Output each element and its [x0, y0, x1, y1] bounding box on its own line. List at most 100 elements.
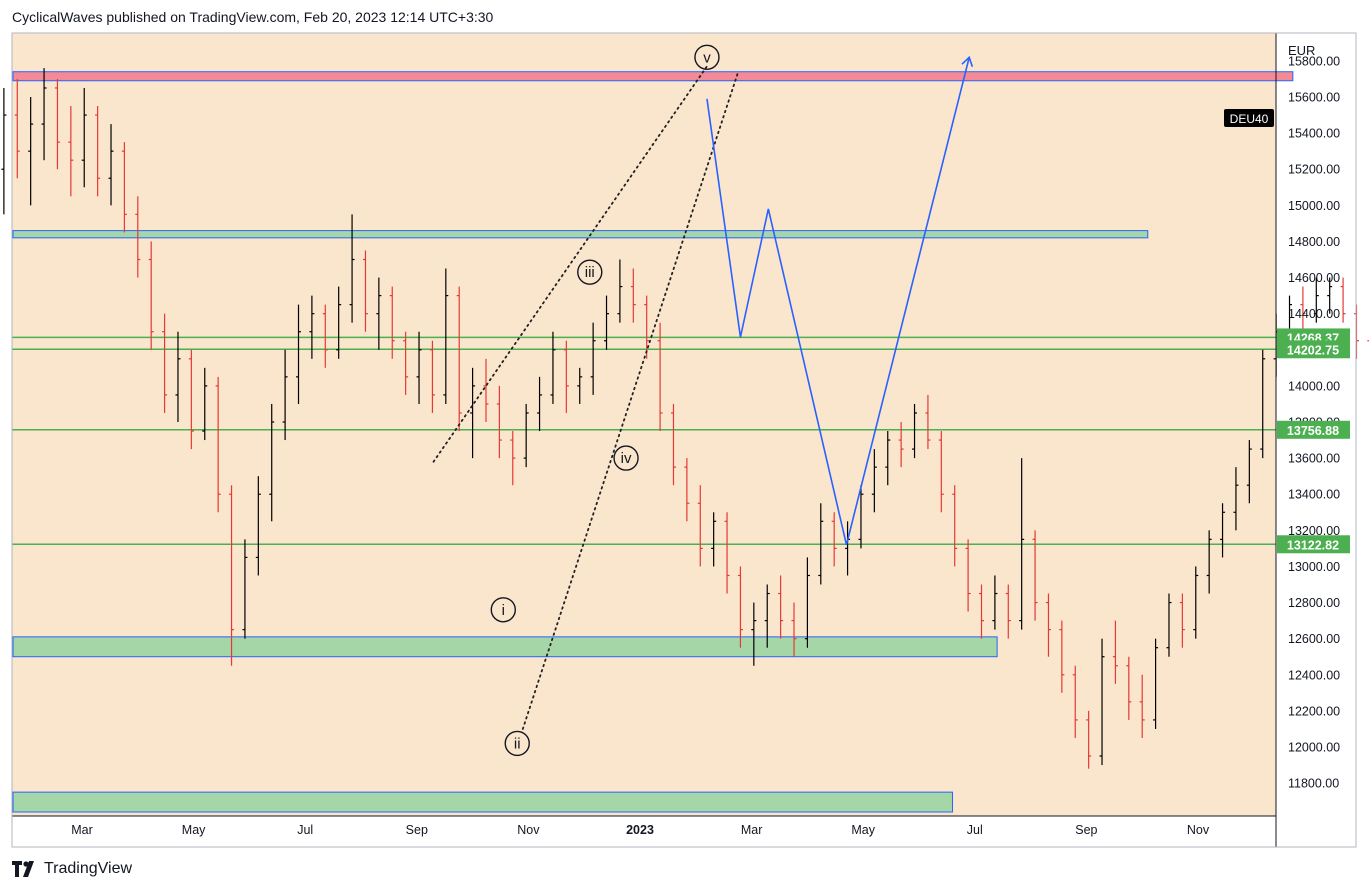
time-axis: Mar May Jul Sep Nov 2023 Mar May Jul Sep Nov: [71, 823, 1210, 837]
candle: [885, 431, 891, 486]
currency-label: EUR: [1288, 43, 1315, 58]
frame: [11, 32, 1357, 848]
candle: [68, 106, 74, 197]
time-tick-label: Mar: [71, 823, 93, 837]
symbol-badge[interactable]: DEU40: [1224, 109, 1274, 127]
time-tick-label: Sep: [1075, 823, 1097, 837]
price-tick-label: 15800.00: [1288, 54, 1340, 68]
price-level-badge-text: 13122.82: [1287, 538, 1339, 552]
price-level-badge-bg: [1277, 535, 1350, 554]
support-zone[interactable]: [12, 230, 1149, 239]
candle: [912, 403, 918, 459]
wave-label-v[interactable]: v: [694, 44, 720, 70]
candle: [1246, 440, 1252, 504]
wave-label-text: iii: [585, 264, 595, 281]
wave-label-ii[interactable]: ii: [504, 730, 530, 757]
candle: [978, 584, 984, 639]
candle: [54, 78, 60, 170]
candle: [751, 602, 757, 666]
candle: [1260, 349, 1266, 459]
candle: [1327, 277, 1333, 314]
candle: [1059, 620, 1065, 693]
wave-label-iv[interactable]: iv: [613, 445, 639, 471]
candle: [376, 277, 382, 350]
channel-line[interactable]: [521, 72, 739, 730]
candle: [818, 503, 824, 585]
candle: [697, 485, 703, 567]
candle: [617, 259, 623, 323]
price-tick-label: 15600.00: [1288, 91, 1340, 105]
candle: [443, 268, 449, 404]
candle: [296, 304, 302, 404]
price-tick-label: 12200.00: [1288, 704, 1340, 718]
time-tick-label: May: [182, 823, 206, 837]
price-tick-label: 13000.00: [1288, 560, 1340, 574]
candle: [1313, 277, 1319, 323]
candle: [778, 575, 784, 639]
candle: [1, 87, 7, 215]
candle: [711, 512, 717, 567]
price-tick-label: 12600.00: [1288, 632, 1340, 646]
price-tick-label: 14400.00: [1288, 307, 1340, 321]
candle: [510, 431, 516, 486]
candle: [550, 331, 556, 404]
candle: [403, 331, 409, 395]
candle: [577, 367, 583, 404]
time-tick-label: Nov: [1187, 823, 1210, 837]
candle: [162, 313, 168, 413]
time-tick-label: Mar: [741, 823, 763, 837]
candle: [1072, 665, 1078, 738]
candle: [804, 557, 810, 648]
candle: [135, 196, 141, 278]
candle: [349, 214, 355, 323]
wave-label-text: iv: [621, 450, 632, 467]
candle: [952, 485, 958, 567]
candle: [188, 349, 194, 450]
time-tick-label: May: [851, 823, 875, 837]
wave-label-text: v: [703, 49, 711, 66]
candle: [1005, 584, 1011, 639]
projection-line[interactable]: [706, 57, 970, 545]
candle: [81, 87, 87, 188]
price-level-badge[interactable]: 13122.82: [1277, 535, 1350, 554]
resistance-zone[interactable]: [12, 71, 1294, 82]
candle: [563, 340, 569, 413]
candle: [1166, 593, 1172, 657]
candle: [992, 575, 998, 630]
candle: [670, 403, 676, 486]
candle: [1099, 638, 1105, 766]
price-level-badge-bg: [1277, 420, 1350, 439]
wave-label-circle: [490, 597, 516, 623]
wave-label-circle: [577, 259, 603, 285]
wave-label-i[interactable]: i: [490, 597, 516, 623]
price-tick-label: 11800.00: [1288, 777, 1339, 791]
price-tick-label: 13200.00: [1288, 524, 1340, 538]
candle: [362, 250, 368, 332]
support-zone[interactable]: [12, 636, 998, 658]
candle: [523, 403, 529, 468]
channel-line[interactable]: [432, 65, 708, 463]
support-zone[interactable]: [12, 791, 953, 813]
candle: [1220, 503, 1226, 558]
price-level-badge[interactable]: 13756.88: [1277, 420, 1350, 439]
candle: [496, 385, 502, 459]
candle: [470, 367, 476, 459]
candle: [229, 485, 235, 666]
price-level-badge-bg: [1277, 340, 1350, 359]
candle: [282, 349, 288, 441]
time-tick-label: Nov: [517, 823, 540, 837]
candle: [309, 295, 315, 359]
price-tick-label: 14800.00: [1288, 235, 1340, 249]
wave-label-circle: [504, 730, 530, 757]
candle: [724, 512, 730, 594]
price-level-badge[interactable]: 14202.75: [1277, 340, 1350, 359]
candle: [871, 449, 877, 513]
candle: [965, 539, 971, 612]
price-level-badge-text: 14202.75: [1287, 343, 1339, 357]
price-tick-label: 14600.00: [1288, 271, 1340, 285]
candle: [14, 78, 20, 179]
wave-label-iii[interactable]: iii: [577, 259, 603, 285]
channel-lines: [432, 65, 739, 730]
